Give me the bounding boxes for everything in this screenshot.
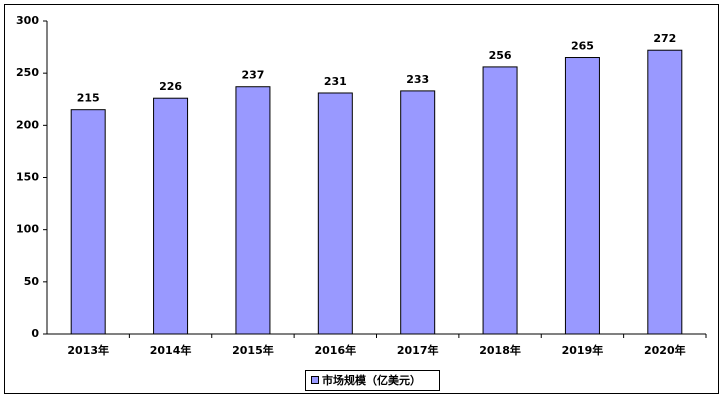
x-tick-label: 2018年 <box>479 343 521 357</box>
legend-label: 市场规模（亿美元） <box>322 373 421 387</box>
bar <box>70 109 106 335</box>
data-label: 215 <box>77 92 100 105</box>
bar <box>564 57 600 335</box>
y-tick-label: 150 <box>16 171 39 184</box>
legend-box <box>305 370 440 391</box>
bar <box>153 97 189 335</box>
data-label: 231 <box>324 75 347 88</box>
x-tick-label: 2019年 <box>562 343 604 357</box>
data-label: 226 <box>159 80 182 93</box>
x-tick-label: 2016年 <box>315 343 357 357</box>
x-tick-label: 2015年 <box>232 343 274 357</box>
chart-border <box>4 4 719 394</box>
y-tick-label: 0 <box>31 327 39 340</box>
bar <box>317 92 353 335</box>
legend-swatch <box>311 376 319 384</box>
x-tick-label: 2014年 <box>150 343 192 357</box>
y-tick-label: 100 <box>16 223 39 236</box>
bar <box>647 49 683 335</box>
y-tick-label: 200 <box>16 118 39 131</box>
y-tick-label: 250 <box>16 66 39 79</box>
bar <box>400 90 436 335</box>
data-label: 237 <box>241 69 264 82</box>
bar <box>482 66 518 335</box>
data-label: 233 <box>406 73 429 86</box>
data-label: 265 <box>571 40 594 53</box>
y-tick-label: 300 <box>16 14 39 27</box>
data-label: 272 <box>653 32 676 45</box>
x-tick-label: 2013年 <box>67 343 109 357</box>
legend: 市场规模（亿美元） <box>305 370 440 391</box>
x-tick-label: 2017年 <box>397 343 439 357</box>
x-tick-label: 2020年 <box>644 343 686 357</box>
data-label: 256 <box>489 49 512 62</box>
y-tick-label: 50 <box>24 275 40 288</box>
bar <box>235 86 271 335</box>
